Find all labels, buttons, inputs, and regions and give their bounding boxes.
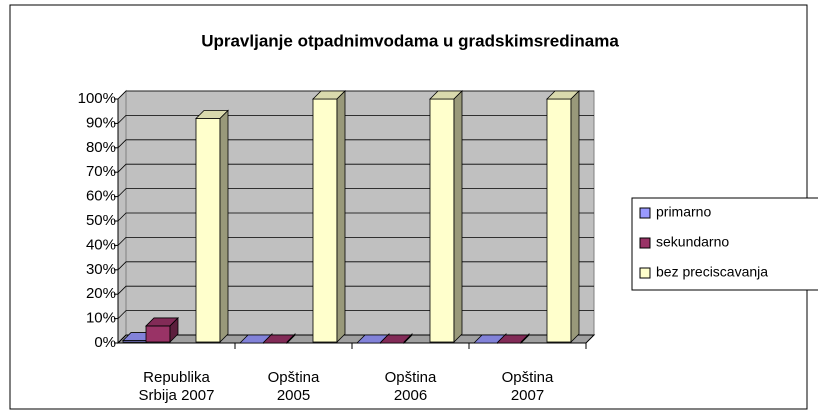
bar-front bbox=[312, 98, 338, 343]
bar-front bbox=[546, 98, 572, 343]
bar bbox=[379, 333, 413, 344]
y-tick-label: 50% bbox=[86, 212, 116, 229]
legend-swatch bbox=[639, 267, 651, 279]
x-tick-label: Opština 2006 bbox=[385, 369, 437, 404]
legend-box bbox=[631, 197, 818, 291]
x-tick-label: Opština 2005 bbox=[268, 369, 320, 404]
bar bbox=[145, 316, 179, 343]
y-tick-label: 20% bbox=[86, 285, 116, 302]
chart-title: Upravljanje otpadnimvodama u gradskimsre… bbox=[201, 31, 619, 50]
bar bbox=[429, 90, 463, 343]
bar bbox=[546, 90, 580, 343]
bar bbox=[262, 333, 296, 344]
y-tick-label: 0% bbox=[94, 334, 116, 351]
y-tick-label: 100% bbox=[78, 90, 116, 107]
legend-swatch bbox=[639, 237, 651, 249]
legend-swatch bbox=[639, 207, 651, 219]
x-tick-label: Republika Srbija 2007 bbox=[139, 369, 215, 404]
y-tick-label: 80% bbox=[86, 139, 116, 156]
bar-side bbox=[219, 109, 229, 343]
y-tick-label: 60% bbox=[86, 188, 116, 205]
y-tick-label: 90% bbox=[86, 114, 116, 131]
bar-front bbox=[429, 98, 455, 343]
bar-side bbox=[520, 333, 530, 344]
y-tick-label: 10% bbox=[86, 310, 116, 327]
bar-front bbox=[145, 325, 171, 343]
bar-side bbox=[286, 333, 296, 344]
y-tick-label: 70% bbox=[86, 163, 116, 180]
bar-side bbox=[570, 90, 580, 343]
bar bbox=[312, 90, 346, 343]
bar-side bbox=[403, 333, 413, 344]
legend-label: primarno bbox=[656, 204, 711, 220]
legend-label: bez preciscavanja bbox=[656, 264, 768, 280]
legend-label: sekundarno bbox=[656, 234, 729, 250]
bar bbox=[496, 333, 530, 344]
bar-front bbox=[195, 118, 221, 343]
bar-side bbox=[453, 90, 463, 343]
bar-side bbox=[336, 90, 346, 343]
bar-side bbox=[169, 316, 179, 343]
x-tick-label: Opština 2007 bbox=[502, 369, 554, 404]
bar bbox=[195, 109, 229, 343]
y-tick-label: 40% bbox=[86, 236, 116, 253]
y-tick-label: 30% bbox=[86, 261, 116, 278]
